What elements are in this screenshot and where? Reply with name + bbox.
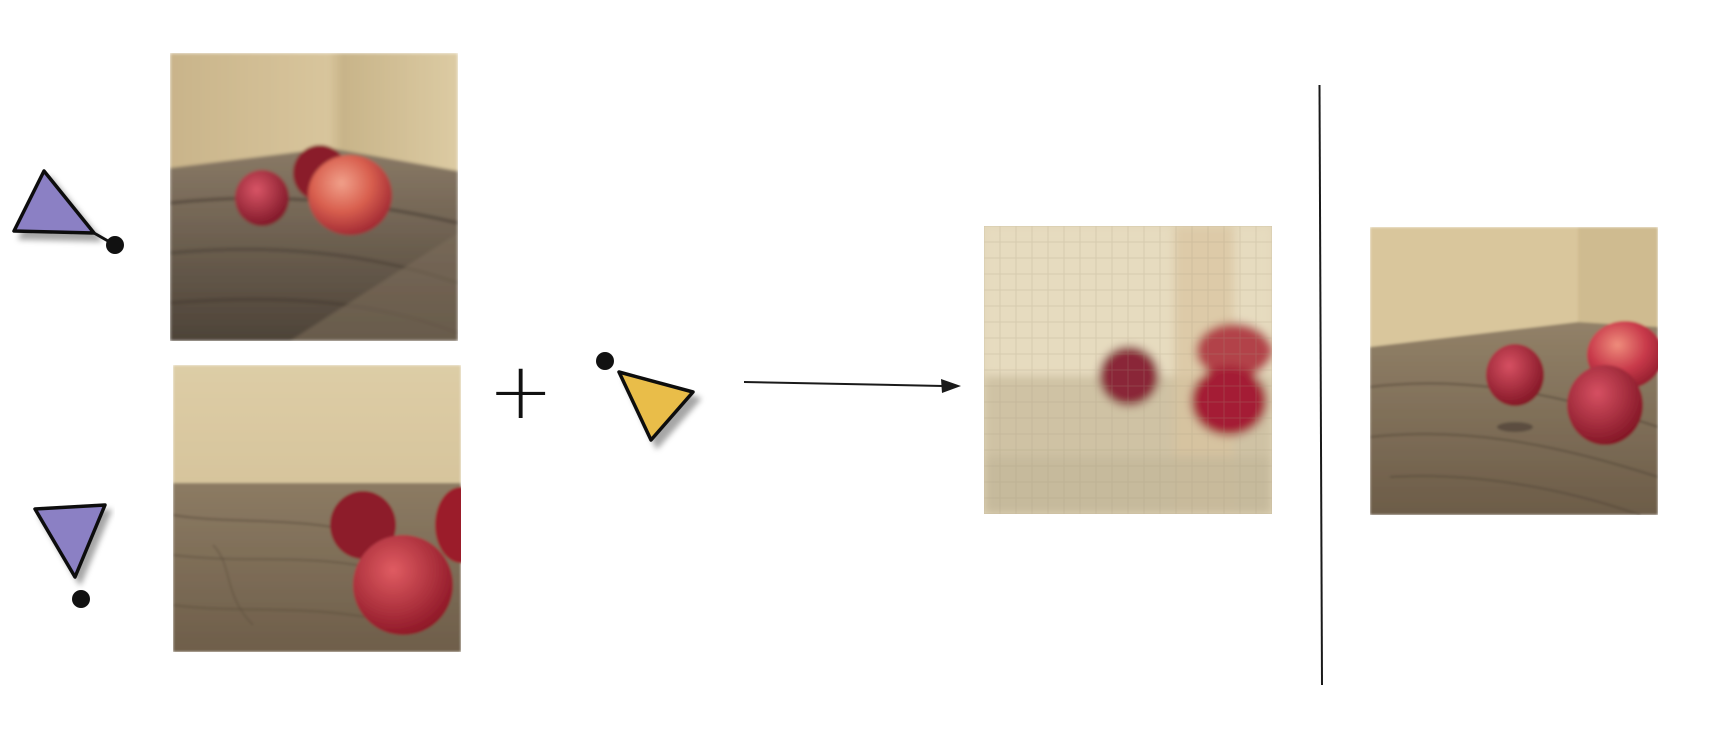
- input-camera-1-icon: [10, 165, 135, 270]
- arrow-icon: [740, 370, 965, 400]
- target-camera-icon: [585, 340, 710, 455]
- divider-line: [1318, 84, 1324, 686]
- plus-operator: +: [488, 347, 554, 437]
- predicted-image: [984, 226, 1272, 514]
- ground-truth-image: [1370, 227, 1658, 515]
- input-image-2: [173, 365, 461, 652]
- input-camera-2-icon: [25, 495, 115, 620]
- input-image-1: [170, 53, 458, 341]
